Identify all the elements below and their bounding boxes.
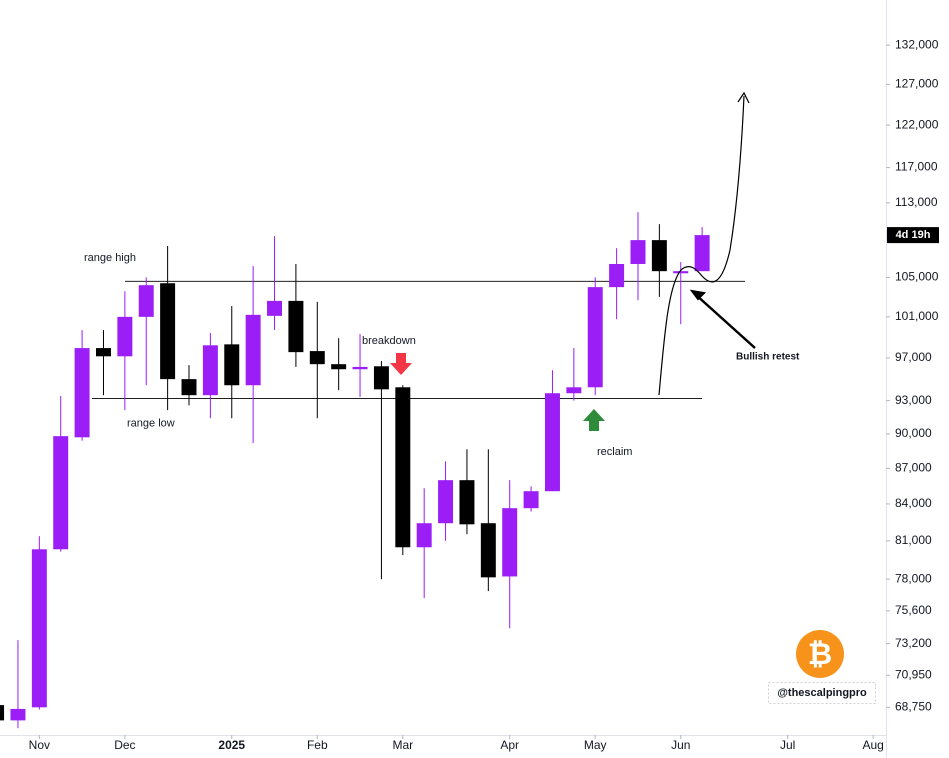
candle-body (673, 271, 689, 274)
y-tick-label: 73,200 (895, 636, 932, 650)
candle-body (651, 240, 667, 272)
projection-arrowhead (737, 91, 750, 104)
logo-symbol: ₿ (808, 638, 832, 671)
candle-body (544, 393, 560, 492)
x-tick-label: Apr (500, 738, 519, 752)
candle-body (288, 300, 304, 353)
candle-body (587, 287, 603, 388)
countdown: 4d 19h (896, 229, 931, 241)
candle-body (224, 344, 240, 386)
y-tick-label: 70,950 (895, 668, 932, 682)
retest-arrowhead (689, 289, 707, 301)
x-tick-label: Jun (671, 738, 690, 752)
annotation: breakdown (362, 335, 416, 347)
candle-body (267, 300, 283, 316)
y-tick-label: 93,000 (895, 393, 932, 407)
candle-body (10, 708, 26, 721)
countdown-box (887, 227, 939, 244)
candle-body (416, 523, 432, 548)
watermark: @thescalpingpro (777, 687, 867, 699)
candle-body (245, 314, 261, 386)
x-tick-label: Dec (114, 738, 135, 752)
candle-body (53, 436, 69, 550)
candle-body (609, 263, 625, 288)
candle-body (95, 348, 111, 357)
y-tick-label: 117,000 (895, 160, 938, 174)
candle-body (202, 345, 218, 396)
x-tick-label: Nov (29, 738, 50, 752)
x-tick-label: Jul (780, 738, 795, 752)
watermark-box (768, 682, 876, 704)
projection-curve (658, 95, 745, 396)
candle-body (160, 283, 176, 380)
y-tick-label: 105,000 (895, 270, 939, 284)
level-label: range low (127, 417, 175, 429)
y-tick-label: 90,000 (895, 426, 932, 440)
x-tick-label: Mar (392, 738, 413, 752)
candle-body (459, 480, 475, 525)
candle-body (117, 316, 133, 357)
candle-body (0, 705, 5, 721)
candle-body (630, 240, 646, 264)
y-tick-label: 78,000 (895, 571, 932, 585)
y-tick-label: 101,000 (895, 309, 939, 323)
candle-body (373, 366, 389, 390)
y-tick-label: 132,000 (895, 37, 939, 51)
annotation: reclaim (597, 446, 632, 458)
x-tick-label: Aug (862, 738, 883, 752)
level-label: range high (84, 252, 136, 264)
candle-body (395, 387, 411, 548)
y-tick-label: 75,600 (895, 603, 932, 617)
candle-body (438, 480, 454, 524)
candle-body (31, 549, 47, 708)
y-tick-label: 97,000 (895, 350, 932, 364)
candle-body (502, 508, 518, 577)
candle-body (331, 364, 347, 370)
candle-body (480, 523, 496, 578)
y-tick-label: 87,000 (895, 460, 932, 474)
annotation: Bullish retest (736, 352, 800, 363)
candle-body (309, 351, 325, 365)
logo (796, 630, 844, 678)
y-tick-label: 68,750 (895, 699, 932, 713)
candle-body (523, 491, 539, 509)
y-tick-label: 113,000 (895, 195, 938, 209)
x-tick-label: May (584, 738, 607, 752)
y-tick-label: 127,000 (895, 76, 939, 90)
x-tick-label: Feb (307, 738, 328, 752)
candle-body (694, 235, 710, 272)
candle-body (74, 348, 90, 438)
candle-body (138, 285, 154, 317)
candle-body (566, 387, 582, 394)
y-tick-label: 122,000 (895, 117, 939, 131)
y-tick-label: 84,000 (895, 496, 932, 510)
breakdown-arrow (390, 353, 412, 375)
y-tick-label: 81,000 (895, 533, 932, 547)
candle-body (352, 366, 368, 370)
x-tick-label: 2025 (218, 738, 245, 752)
reclaim-arrow (583, 409, 605, 431)
plot: range high range low (0, 212, 745, 729)
retest-arrow (694, 293, 756, 349)
candle-body (181, 379, 197, 396)
